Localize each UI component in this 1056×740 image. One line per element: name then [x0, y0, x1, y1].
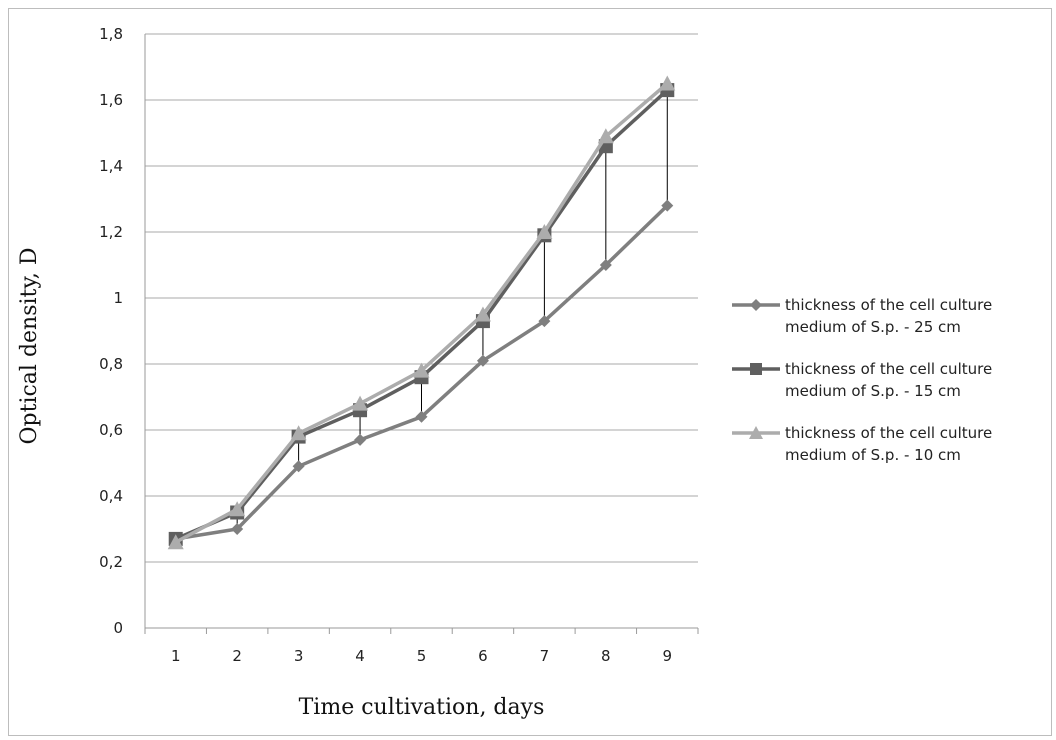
data-point-triangle [229, 501, 246, 517]
y-tick-label: 1 [113, 289, 123, 307]
data-point-diamond [354, 433, 367, 446]
legend-label: medium of S.p. - 10 cm [785, 446, 961, 464]
x-tick-label: 2 [232, 647, 242, 665]
data-point-diamond [661, 199, 674, 212]
data-point-diamond [231, 523, 244, 535]
legend-label: thickness of the cell culture [785, 424, 992, 442]
y-axis-title: Optical density, D [17, 247, 42, 444]
y-tick-label: 0,6 [99, 421, 123, 439]
data-point-triangle [290, 425, 307, 441]
legend-entry-3: thickness of the cell culture medium of S… [732, 424, 992, 464]
y-tick-labels: 0 0,2 0,4 0,6 0,8 1 1,2 1,4 1,6 1,8 [99, 25, 123, 637]
x-tick-label: 1 [171, 647, 181, 665]
y-tick-label: 0 [113, 619, 123, 637]
data-point-triangle [659, 75, 676, 91]
chart-frame [8, 8, 1052, 736]
legend-label: medium of S.p. - 15 cm [785, 382, 961, 400]
data-point-diamond [538, 315, 551, 328]
data-point-diamond [292, 460, 305, 473]
data-point-diamond [476, 354, 489, 367]
data-point-triangle [352, 395, 369, 411]
gridlines [144, 33, 698, 629]
x-axis-title: Time cultivation, days [299, 695, 545, 720]
legend-label: thickness of the cell culture [785, 296, 992, 314]
legend-entry-1: thickness of the cell culture medium of S… [732, 296, 992, 336]
y-tick-label: 1,6 [99, 91, 123, 109]
series-line [174, 82, 669, 544]
x-tick-label: 9 [663, 647, 673, 665]
data-point-diamond [415, 410, 428, 423]
data-point-diamond [599, 259, 612, 271]
y-tick-label: 1,8 [99, 25, 123, 43]
data-point-triangle [597, 128, 614, 144]
legend: thickness of the cell culture medium of S… [732, 296, 992, 464]
series-2 [168, 83, 675, 546]
data-point-triangle [474, 306, 491, 322]
data-point-triangle [167, 534, 184, 550]
y-tick-label: 0,4 [99, 487, 123, 505]
y-tick-label: 1,2 [99, 223, 123, 241]
x-tick-label: 4 [355, 647, 365, 665]
x-tick-label: 7 [540, 647, 550, 665]
data-point-triangle [413, 362, 430, 378]
data-point-triangle [536, 224, 553, 239]
x-tick-label: 6 [478, 647, 488, 665]
legend-entry-2: thickness of the cell culture medium of S… [732, 360, 992, 400]
x-tick-labels: 1 2 3 4 5 6 7 8 9 [144, 628, 699, 665]
x-tick-label: 3 [294, 647, 304, 665]
x-tick-label: 5 [417, 647, 427, 665]
y-tick-label: 1,4 [99, 157, 123, 175]
data-point-diamond [750, 299, 762, 311]
x-tick-label: 8 [601, 647, 611, 665]
legend-label: thickness of the cell culture [785, 360, 992, 378]
y-tick-label: 0,8 [99, 355, 123, 373]
y-tick-label: 0,2 [99, 553, 123, 571]
series-layer [167, 75, 676, 550]
legend-label: medium of S.p. - 25 cm [785, 318, 961, 336]
data-point-square [750, 363, 762, 375]
series-3 [167, 75, 676, 550]
data-point-triangle [749, 426, 763, 439]
